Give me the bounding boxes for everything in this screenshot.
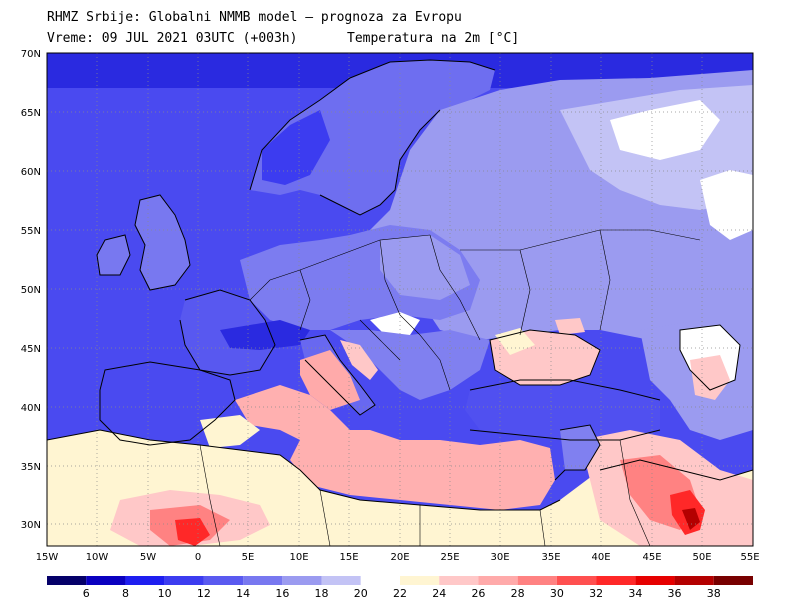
lon-label: 55E — [740, 552, 759, 563]
norway-cold-core — [262, 110, 330, 185]
map-fields — [47, 53, 753, 546]
colorbar-label: 6 — [83, 587, 90, 600]
north-russia-white — [610, 100, 720, 160]
lon-label: 5W — [140, 552, 156, 563]
lon-label: 0 — [195, 552, 201, 563]
colorbar-swatch — [86, 576, 126, 585]
lon-label: 50E — [692, 552, 711, 563]
anatolia-land — [465, 380, 660, 440]
iberia-land — [100, 362, 235, 445]
sahara-very-hot — [175, 518, 210, 546]
lon-label: 35E — [541, 552, 560, 563]
colorbar-swatch — [164, 576, 204, 585]
colorbar-swatch — [125, 576, 165, 585]
colorbar-swatch — [517, 576, 557, 585]
caspian-warm — [690, 355, 730, 400]
colorbar-label: 8 — [122, 587, 129, 600]
colorbar-label: 30 — [550, 587, 564, 600]
colorbar-label: 28 — [511, 587, 525, 600]
levant-blue — [560, 425, 600, 470]
lat-label: 65N — [21, 108, 41, 119]
azov-warm — [555, 318, 585, 335]
lat-label: 35N — [21, 462, 41, 473]
med-pale-band — [200, 415, 260, 448]
lon-label: 45E — [642, 552, 661, 563]
colorbar-swatch — [596, 576, 636, 585]
lat-label: 50N — [21, 285, 41, 296]
colorbar-swatch — [360, 576, 400, 585]
colorbar-swatch — [439, 576, 479, 585]
colorbar-swatch — [243, 576, 283, 585]
forecast-time: Vreme: 09 JUL 2021 03UTC (+003h) — [47, 31, 298, 46]
graticule — [47, 53, 753, 546]
colorbar-label: 38 — [707, 587, 721, 600]
lat-label: 45N — [21, 344, 41, 355]
colorbar-swatch — [635, 576, 675, 585]
lon-label: 30E — [490, 552, 509, 563]
scandinavia-land — [250, 60, 495, 215]
colorbar — [47, 576, 753, 585]
poland-pale — [380, 235, 470, 300]
colorbar-swatch — [203, 576, 244, 585]
colorbar-label: 26 — [471, 587, 485, 600]
parameter-name: Temperatura na 2m [°C] — [347, 31, 520, 46]
black-sea-pale — [495, 328, 535, 355]
lat-label: 60N — [21, 167, 41, 178]
colorbar-swatch — [556, 576, 597, 585]
country-borders — [199, 229, 701, 546]
colorbar-swatch — [47, 576, 87, 585]
balkans-land — [330, 330, 490, 400]
colorbar-label: 20 — [354, 587, 368, 600]
colorbar-label: 18 — [315, 587, 329, 600]
colorbar-labels: 6 8 10 12 14 16 18 20 22 24 26 28 30 32 34 36 38 — [83, 587, 721, 600]
colorbar-swatch — [674, 576, 714, 585]
colorbar-label: 34 — [628, 587, 642, 600]
colorbar-swatch — [321, 576, 361, 585]
lon-label: 5E — [242, 552, 255, 563]
lon-label: 20E — [390, 552, 409, 563]
coastlines — [47, 59, 753, 511]
colorbar-label: 14 — [236, 587, 250, 600]
colorbar-swatch — [713, 576, 753, 585]
colorbar-swatch — [282, 576, 322, 585]
longitude-labels: 15W 10W 5W 0 5E 10E 15E 20E 25E 30E 35E … — [36, 552, 760, 563]
iraq-extreme — [682, 508, 700, 530]
russia-east-white — [700, 170, 753, 240]
map-subtitle: Vreme: 09 JUL 2021 03UTC (+003h) Temperat… — [47, 31, 519, 46]
colorbar-label: 16 — [275, 587, 289, 600]
lon-label: 10W — [86, 552, 109, 563]
latitude-labels: 70N 65N 60N 55N 50N 45N 40N 35N 30N — [21, 49, 41, 531]
lon-label: 40E — [591, 552, 610, 563]
colorbar-swatch — [400, 576, 440, 585]
france-cold-band — [220, 320, 310, 350]
map-frame — [46, 52, 754, 547]
lat-label: 40N — [21, 403, 41, 414]
lat-label: 30N — [21, 520, 41, 531]
colorbar-label: 12 — [197, 587, 211, 600]
ireland — [97, 235, 130, 275]
lat-label: 55N — [21, 226, 41, 237]
colorbar-label: 32 — [589, 587, 603, 600]
map-title: RHMZ Srbije: Globalni NMMB model — progn… — [47, 10, 462, 25]
colorbar-swatch — [478, 576, 518, 585]
mediterranean-warm — [235, 385, 555, 510]
lon-label: 15E — [339, 552, 358, 563]
colorbar-label: 36 — [668, 587, 682, 600]
lon-label: 10E — [289, 552, 308, 563]
alps-pale — [370, 312, 420, 335]
colorbar-label: 10 — [158, 587, 172, 600]
colorbar-label: 22 — [393, 587, 407, 600]
lon-label: 25E — [440, 552, 459, 563]
adriatic-warm — [340, 340, 378, 380]
lon-label: 15W — [36, 552, 59, 563]
colorbar-label: 24 — [432, 587, 446, 600]
tyrrhenian-warm — [300, 350, 360, 410]
lat-label: 70N — [21, 49, 41, 60]
